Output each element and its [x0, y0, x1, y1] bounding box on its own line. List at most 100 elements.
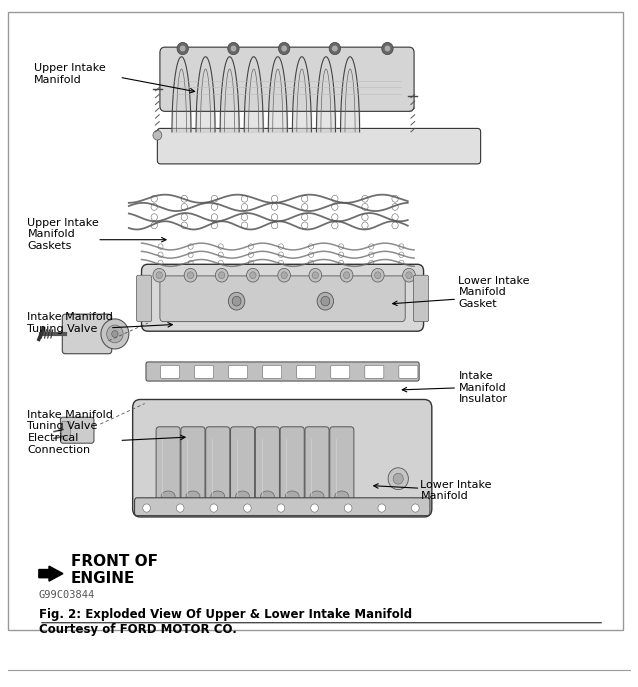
FancyBboxPatch shape: [160, 47, 414, 111]
FancyBboxPatch shape: [305, 427, 329, 506]
Text: G99C03844: G99C03844: [39, 589, 95, 600]
Circle shape: [112, 330, 118, 337]
Circle shape: [345, 504, 352, 513]
Circle shape: [311, 504, 318, 513]
Circle shape: [332, 214, 338, 221]
Circle shape: [399, 252, 404, 258]
FancyBboxPatch shape: [330, 365, 350, 379]
Circle shape: [281, 45, 287, 52]
Circle shape: [399, 260, 404, 266]
Circle shape: [151, 222, 158, 229]
FancyBboxPatch shape: [135, 498, 430, 515]
Text: Lower Intake
Manifold: Lower Intake Manifold: [420, 480, 492, 501]
Circle shape: [158, 260, 163, 266]
Circle shape: [403, 269, 415, 282]
Ellipse shape: [211, 491, 225, 502]
FancyBboxPatch shape: [195, 365, 214, 379]
FancyBboxPatch shape: [133, 400, 432, 517]
Circle shape: [375, 272, 381, 279]
Circle shape: [211, 214, 218, 221]
Circle shape: [228, 292, 245, 310]
Circle shape: [278, 43, 290, 55]
Circle shape: [321, 296, 330, 306]
Ellipse shape: [235, 491, 249, 502]
Circle shape: [232, 296, 241, 306]
Circle shape: [371, 269, 384, 282]
FancyBboxPatch shape: [255, 427, 279, 506]
Circle shape: [151, 214, 158, 221]
Circle shape: [312, 272, 318, 279]
Circle shape: [230, 45, 237, 52]
Circle shape: [153, 131, 162, 140]
Circle shape: [249, 272, 256, 279]
Circle shape: [309, 269, 322, 282]
Circle shape: [211, 195, 218, 202]
Circle shape: [281, 272, 287, 279]
Circle shape: [309, 260, 314, 266]
Circle shape: [302, 214, 308, 221]
Circle shape: [218, 244, 223, 249]
Circle shape: [271, 195, 278, 202]
Circle shape: [278, 244, 283, 249]
FancyBboxPatch shape: [280, 427, 304, 506]
Circle shape: [271, 203, 278, 210]
Circle shape: [241, 195, 248, 202]
FancyBboxPatch shape: [158, 128, 480, 164]
Circle shape: [369, 252, 374, 258]
Circle shape: [244, 504, 251, 513]
FancyBboxPatch shape: [61, 417, 94, 443]
Circle shape: [181, 203, 188, 210]
Circle shape: [101, 319, 129, 349]
FancyBboxPatch shape: [146, 362, 419, 381]
Circle shape: [393, 473, 403, 484]
FancyBboxPatch shape: [330, 427, 354, 506]
FancyBboxPatch shape: [160, 276, 405, 322]
Text: Courtesy of FORD MOTOR CO.: Courtesy of FORD MOTOR CO.: [39, 623, 237, 636]
Circle shape: [176, 504, 184, 513]
Circle shape: [362, 222, 368, 229]
Circle shape: [362, 195, 368, 202]
FancyBboxPatch shape: [263, 365, 282, 379]
Circle shape: [339, 260, 344, 266]
FancyBboxPatch shape: [181, 427, 205, 506]
Circle shape: [156, 272, 163, 279]
FancyBboxPatch shape: [413, 275, 429, 322]
FancyBboxPatch shape: [161, 365, 179, 379]
Circle shape: [153, 269, 166, 282]
Circle shape: [241, 222, 248, 229]
FancyBboxPatch shape: [399, 365, 418, 379]
Circle shape: [399, 244, 404, 249]
Ellipse shape: [310, 491, 324, 502]
Circle shape: [181, 222, 188, 229]
Circle shape: [392, 195, 398, 202]
Circle shape: [329, 43, 341, 55]
Circle shape: [211, 222, 218, 229]
Circle shape: [278, 269, 290, 282]
Circle shape: [340, 269, 353, 282]
Ellipse shape: [260, 491, 274, 502]
Circle shape: [151, 203, 158, 210]
FancyBboxPatch shape: [228, 365, 248, 379]
Circle shape: [302, 195, 308, 202]
Circle shape: [211, 203, 218, 210]
Circle shape: [278, 260, 283, 266]
FancyBboxPatch shape: [8, 12, 623, 630]
Circle shape: [210, 504, 218, 513]
Circle shape: [362, 203, 368, 210]
Circle shape: [228, 43, 239, 55]
Circle shape: [218, 260, 223, 266]
Text: Fig. 2: Exploded View Of Upper & Lower Intake Manifold: Fig. 2: Exploded View Of Upper & Lower I…: [39, 608, 412, 621]
Ellipse shape: [186, 491, 200, 502]
Circle shape: [219, 272, 225, 279]
Circle shape: [392, 203, 398, 210]
FancyArrow shape: [39, 566, 63, 581]
Text: FRONT OF
ENGINE: FRONT OF ENGINE: [71, 554, 158, 587]
Circle shape: [246, 269, 259, 282]
Circle shape: [332, 222, 338, 229]
Circle shape: [369, 244, 374, 249]
Circle shape: [248, 244, 253, 249]
Circle shape: [339, 252, 344, 258]
Circle shape: [184, 269, 197, 282]
FancyBboxPatch shape: [365, 365, 384, 379]
Circle shape: [158, 244, 163, 249]
